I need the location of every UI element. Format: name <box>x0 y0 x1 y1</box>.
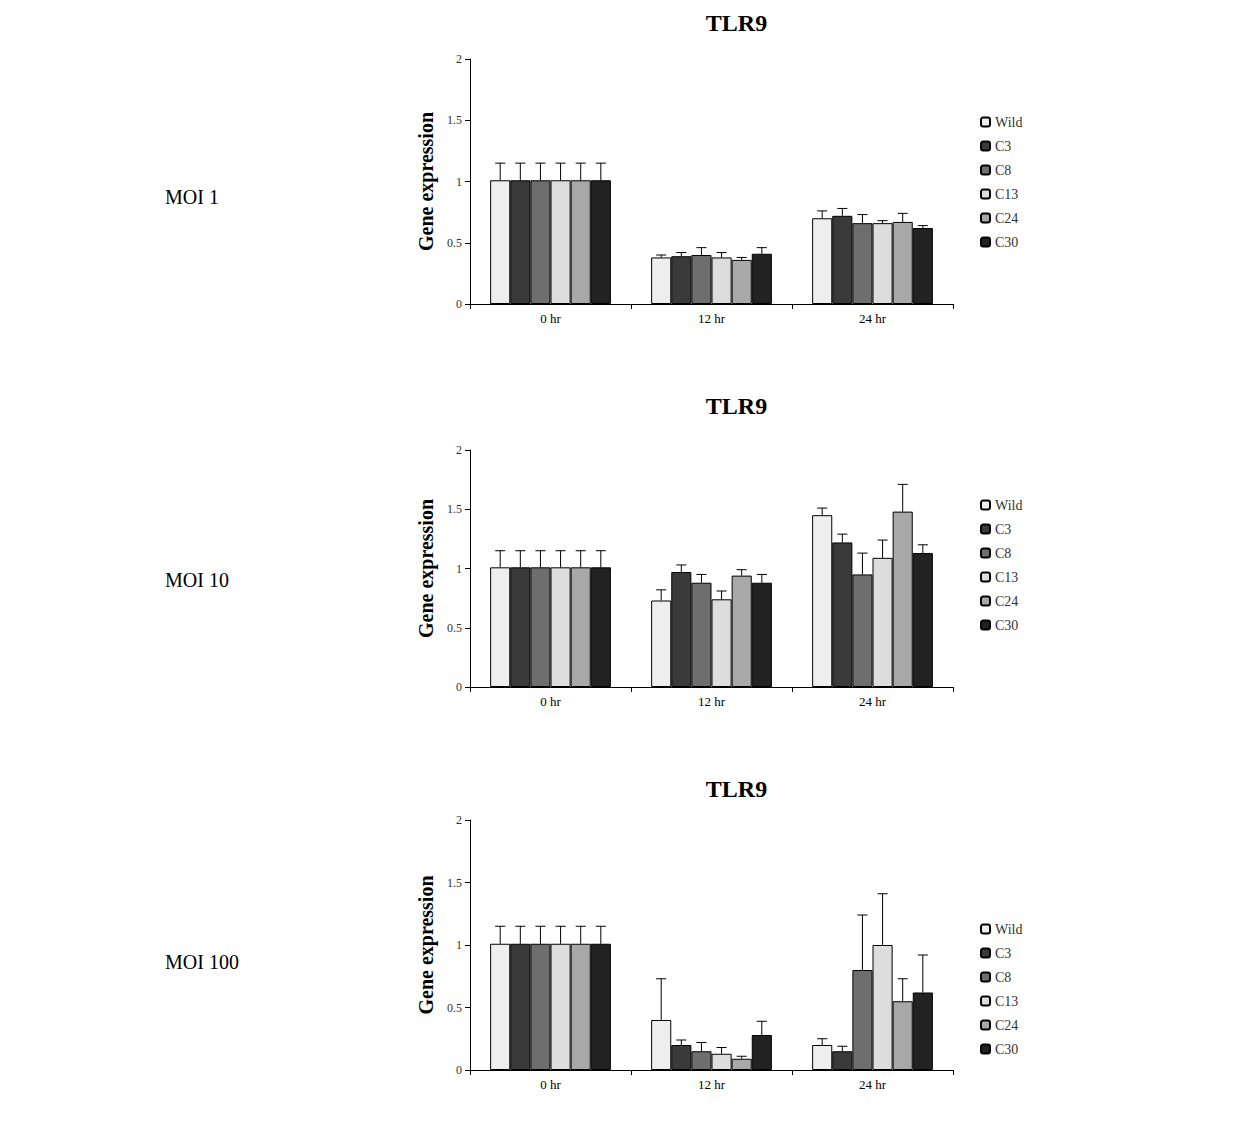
svg-text:MOI 10: MOI 10 <box>165 569 229 591</box>
svg-text:0: 0 <box>456 1063 462 1077</box>
svg-text:C3: C3 <box>995 139 1011 154</box>
svg-text:0.5: 0.5 <box>447 1001 462 1015</box>
svg-text:12 hr: 12 hr <box>698 1077 726 1092</box>
svg-text:TLR9: TLR9 <box>706 10 767 36</box>
svg-text:2: 2 <box>456 443 462 457</box>
svg-text:C30: C30 <box>995 618 1018 633</box>
svg-text:C13: C13 <box>995 187 1018 202</box>
svg-text:C30: C30 <box>995 235 1018 250</box>
svg-text:Wild: Wild <box>995 922 1022 937</box>
svg-text:C8: C8 <box>995 546 1011 561</box>
svg-text:Wild: Wild <box>995 115 1022 130</box>
svg-text:0 hr: 0 hr <box>540 311 561 326</box>
svg-text:TLR9: TLR9 <box>706 776 767 802</box>
svg-text:MOI 100: MOI 100 <box>165 951 239 973</box>
svg-text:0: 0 <box>456 297 462 311</box>
svg-text:C3: C3 <box>995 946 1011 961</box>
svg-text:0 hr: 0 hr <box>540 1077 561 1092</box>
svg-text:Wild: Wild <box>995 498 1022 513</box>
svg-text:C8: C8 <box>995 970 1011 985</box>
svg-text:Gene expression: Gene expression <box>415 875 438 1014</box>
svg-text:Gene expression: Gene expression <box>415 112 438 251</box>
svg-text:0.5: 0.5 <box>447 236 462 250</box>
svg-text:2: 2 <box>456 813 462 827</box>
svg-text:1.5: 1.5 <box>447 502 462 516</box>
svg-text:MOI 1: MOI 1 <box>165 186 219 208</box>
svg-text:1.5: 1.5 <box>447 876 462 890</box>
svg-text:Gene expression: Gene expression <box>415 499 438 638</box>
svg-text:C24: C24 <box>995 1018 1018 1033</box>
svg-text:1.5: 1.5 <box>447 113 462 127</box>
svg-text:C13: C13 <box>995 570 1018 585</box>
svg-text:C3: C3 <box>995 522 1011 537</box>
svg-text:12 hr: 12 hr <box>698 694 726 709</box>
svg-text:C24: C24 <box>995 211 1018 226</box>
svg-text:2: 2 <box>456 52 462 66</box>
svg-text:0: 0 <box>456 680 462 694</box>
svg-text:1: 1 <box>456 938 462 952</box>
svg-text:0.5: 0.5 <box>447 621 462 635</box>
svg-text:1: 1 <box>456 175 462 189</box>
svg-text:24 hr: 24 hr <box>859 311 887 326</box>
svg-text:12 hr: 12 hr <box>698 311 726 326</box>
svg-text:24 hr: 24 hr <box>859 694 887 709</box>
svg-text:C24: C24 <box>995 594 1018 609</box>
svg-text:C30: C30 <box>995 1042 1018 1057</box>
svg-text:1: 1 <box>456 562 462 576</box>
svg-text:TLR9: TLR9 <box>706 393 767 419</box>
svg-text:C13: C13 <box>995 994 1018 1009</box>
svg-text:0 hr: 0 hr <box>540 694 561 709</box>
svg-text:C8: C8 <box>995 163 1011 178</box>
svg-text:24 hr: 24 hr <box>859 1077 887 1092</box>
